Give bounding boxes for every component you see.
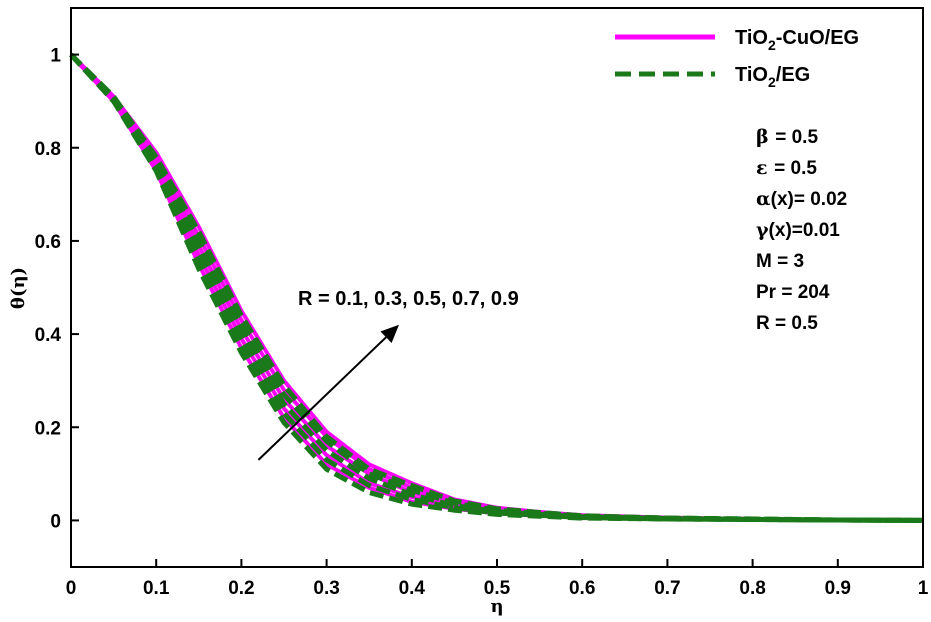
x-tick-label: 0.5	[484, 578, 511, 599]
x-tick-label: 0.8	[739, 578, 765, 599]
legend: TiO2-CuO/EG TiO2/EG	[615, 27, 859, 90]
y-tick-label: 0.2	[35, 418, 61, 439]
parameter-line: α(x)= 0.02	[756, 188, 847, 210]
x-axis-ticks: 0 0.1 0.2 0.3 0.4 0.5 0.6 0.7 0.8 0.9 1	[66, 559, 929, 599]
y-axis-title: θ(η)	[8, 267, 29, 309]
y-axis-ticks: 0 0.2 0.4 0.6 0.8 1	[35, 46, 79, 532]
legend-label: TiO2-CuO/EG	[735, 27, 859, 53]
curves-layer	[69, 52, 924, 523]
parameter-line: R = 0.5	[756, 313, 818, 334]
x-tick-label: 0.7	[654, 578, 680, 599]
parameter-line: β = 0.5	[756, 126, 818, 148]
parameter-line: M = 3	[756, 251, 804, 272]
series-line	[69, 52, 924, 523]
x-tick-label: 0.2	[228, 578, 254, 599]
x-tick-label: 0.4	[399, 578, 426, 599]
y-tick-label: 0.8	[35, 139, 61, 160]
trend-arrow	[257, 336, 387, 461]
y-tick-label: 0	[50, 511, 61, 532]
y-tick-label: 0.4	[35, 325, 62, 346]
x-tick-label: 0.9	[825, 578, 851, 599]
parameter-list: β = 0.5 ε = 0.5 α(x)= 0.02 γ(x)=0.01 M = 3 Pr…	[756, 126, 847, 334]
x-tick-label: 0.6	[569, 578, 595, 599]
y-tick-label: 0.6	[35, 232, 61, 253]
y-tick-label: 1	[50, 46, 61, 67]
x-tick-label: 0.3	[313, 578, 339, 599]
parameter-line: γ(x)=0.01	[756, 219, 840, 241]
x-tick-label: 0.1	[143, 578, 170, 599]
x-tick-label: 0	[66, 578, 77, 599]
trend-annotation-label: R = 0.1, 0.3, 0.5, 0.7, 0.9	[298, 288, 519, 310]
trend-annotation: R = 0.1, 0.3, 0.5, 0.7, 0.9	[257, 288, 519, 461]
series-line	[69, 52, 924, 523]
parameter-line: Pr = 204	[756, 282, 830, 303]
trend-arrow-head	[380, 324, 400, 344]
x-axis-title: η	[490, 596, 503, 617]
legend-label: TiO2/EG	[735, 64, 810, 90]
x-tick-label: 1	[918, 578, 929, 599]
parameter-line: ε = 0.5	[756, 157, 817, 179]
